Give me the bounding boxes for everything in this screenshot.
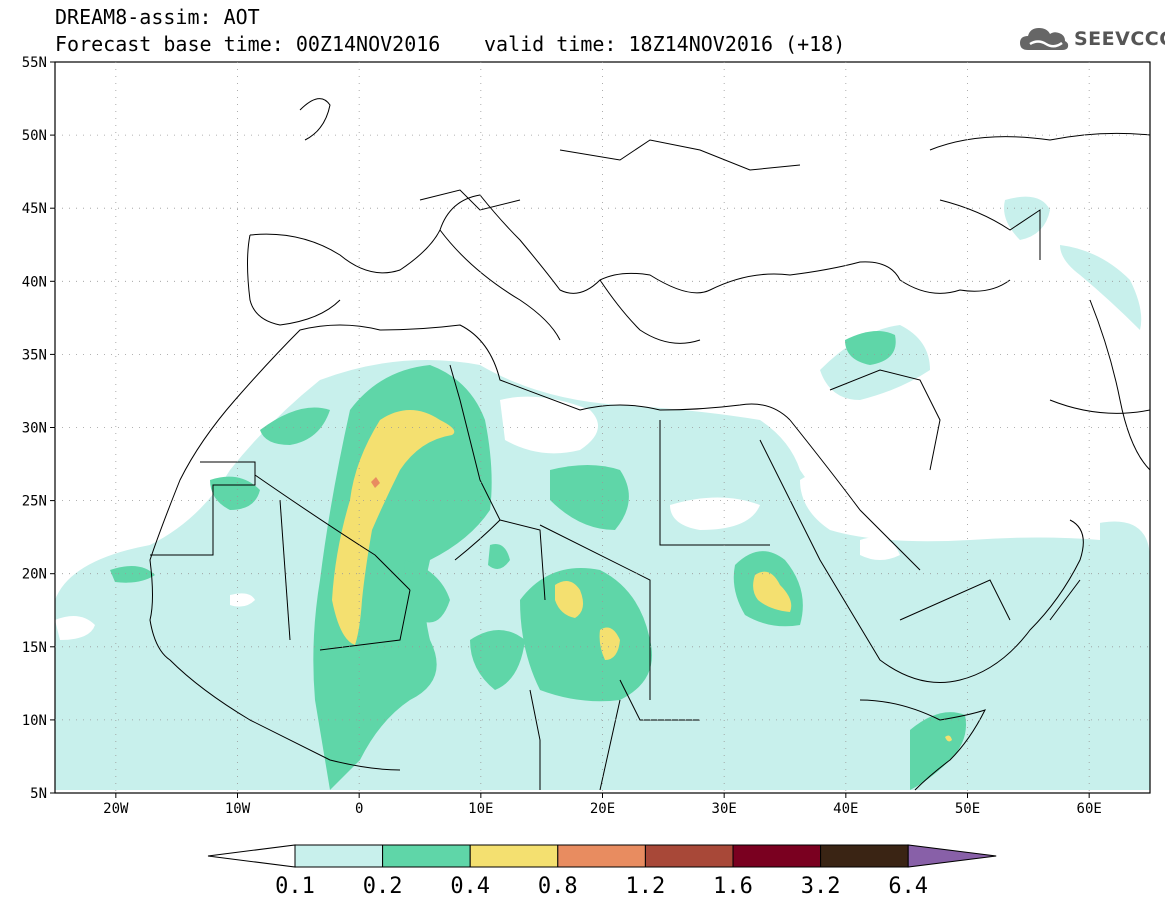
colorbar-label: 3.2 — [801, 874, 841, 899]
lat-label: 10N — [22, 713, 47, 729]
lat-label: 15N — [22, 640, 47, 656]
longitude-labels: 20W 10W 0 10E 20E 30E 40E 50E 60E — [103, 793, 1102, 817]
aot-level-0.4 — [332, 410, 952, 742]
colorbar-box — [557, 844, 646, 868]
colorbar-label: 0.1 — [275, 874, 315, 899]
lon-label: 10W — [225, 801, 251, 817]
colorbar-box — [382, 844, 471, 868]
lat-label: 45N — [22, 201, 47, 217]
map-title: DREAM8-assim: AOT — [55, 5, 260, 29]
colorbar-label: 1.2 — [626, 874, 666, 899]
colorbar-arrow-high — [907, 844, 997, 868]
logo-text: SEEVCCC — [1074, 28, 1165, 50]
colorbar-label: 6.4 — [888, 874, 928, 899]
colorbar-label: 0.2 — [363, 874, 403, 899]
lon-label: 0 — [355, 801, 363, 817]
colorbar-box — [294, 844, 384, 868]
colorbar-box — [644, 844, 734, 868]
colorbar-box — [469, 844, 559, 868]
lat-label: 20N — [22, 567, 47, 583]
lon-label: 50E — [955, 801, 980, 817]
colorbar-box — [732, 844, 822, 868]
lat-label: 40N — [22, 274, 47, 290]
seevccc-logo: SEEVCCC — [1018, 24, 1165, 54]
colorbar-box — [820, 844, 909, 868]
lon-label: 20W — [103, 801, 129, 817]
lat-label: 55N — [22, 55, 47, 71]
forecast-base-time: Forecast base time: 00Z14NOV2016 — [55, 32, 441, 56]
colorbar-label: 1.6 — [713, 874, 753, 899]
cloud-icon — [1020, 28, 1069, 50]
lon-label: 40E — [833, 801, 858, 817]
lon-label: 30E — [712, 801, 737, 817]
aot-clear-areas — [55, 396, 1100, 640]
valid-time: valid time: 18Z14NOV2016 (+18) — [484, 32, 846, 56]
lon-label: 20E — [590, 801, 615, 817]
colorbar-label: 0.4 — [450, 874, 490, 899]
colorbar: 0.1 0.2 0.4 0.8 1.2 1.6 3.2 6.4 — [207, 844, 997, 899]
aot-field — [55, 98, 1150, 791]
graticule — [55, 62, 1150, 793]
lat-label: 25N — [22, 494, 47, 510]
latitude-labels: 55N 50N 45N 40N 35N 30N 25N 20N 15N 10N 5N — [22, 55, 55, 802]
lat-label: 35N — [22, 347, 47, 363]
country-borders — [149, 98, 1150, 791]
lon-label: 60E — [1077, 801, 1102, 817]
lon-label: 10E — [468, 801, 493, 817]
lat-label: 50N — [22, 128, 47, 144]
lat-label: 30N — [22, 421, 47, 437]
colorbar-arrow-low — [207, 844, 296, 868]
lat-label: 5N — [30, 786, 47, 802]
aot-level-0.8 — [371, 477, 380, 488]
colorbar-label: 0.8 — [538, 874, 578, 899]
